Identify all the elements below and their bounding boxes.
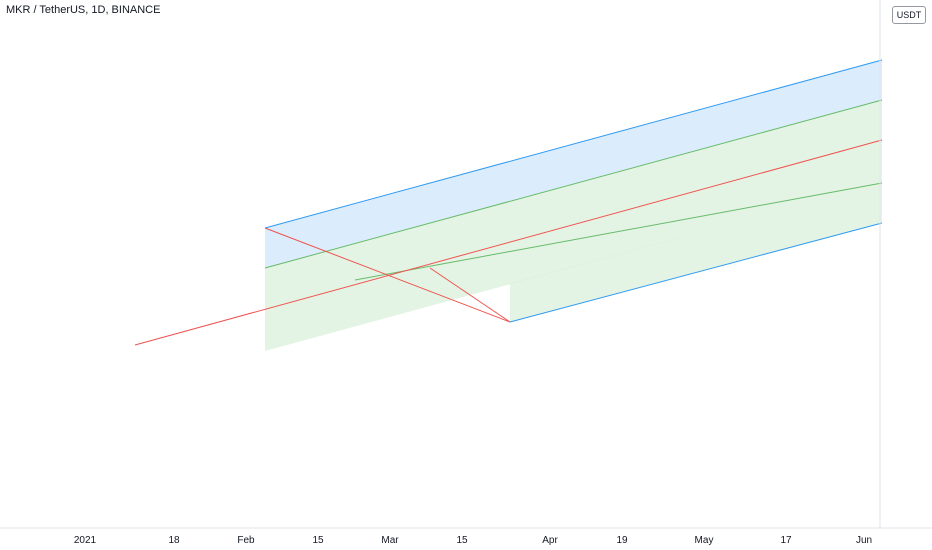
channel-upper-mid-line <box>264 99 883 269</box>
price-axis: 3784.573234.452685.472314.171977.794296.… <box>879 0 881 528</box>
channel-bottom-line <box>509 222 883 323</box>
time-tick-label: 15 <box>456 535 468 546</box>
time-tick-label: 2021 <box>74 535 97 546</box>
pitchfork-median-line <box>134 139 883 346</box>
time-tick-label: May <box>695 535 714 546</box>
pitchfork-handle <box>264 227 511 323</box>
channel-lower-zone <box>510 183 882 322</box>
channel-lower-mid-line <box>354 182 883 281</box>
symbol-title: MKR / TetherUS, 1D, BINANCE <box>6 4 161 16</box>
time-tick-label: Jun <box>856 535 872 546</box>
time-tick-label: 17 <box>780 535 792 546</box>
time-tick-label: 18 <box>168 535 180 546</box>
channel-top-line <box>264 59 883 229</box>
currency-button[interactable]: USDT <box>892 6 926 24</box>
pitchfork-channel <box>134 59 883 351</box>
time-tick-label: Apr <box>542 535 558 546</box>
time-axis: 2021 18 Feb 15 Mar 15 Apr 19 May 17 Jun <box>0 527 932 546</box>
time-tick-label: 19 <box>616 535 628 546</box>
channel-middle-zone <box>265 100 882 351</box>
time-tick-label: 15 <box>312 535 324 546</box>
time-tick-label: Feb <box>237 535 255 546</box>
time-tick-label: Mar <box>381 535 399 546</box>
channel-upper-zone <box>265 60 882 268</box>
